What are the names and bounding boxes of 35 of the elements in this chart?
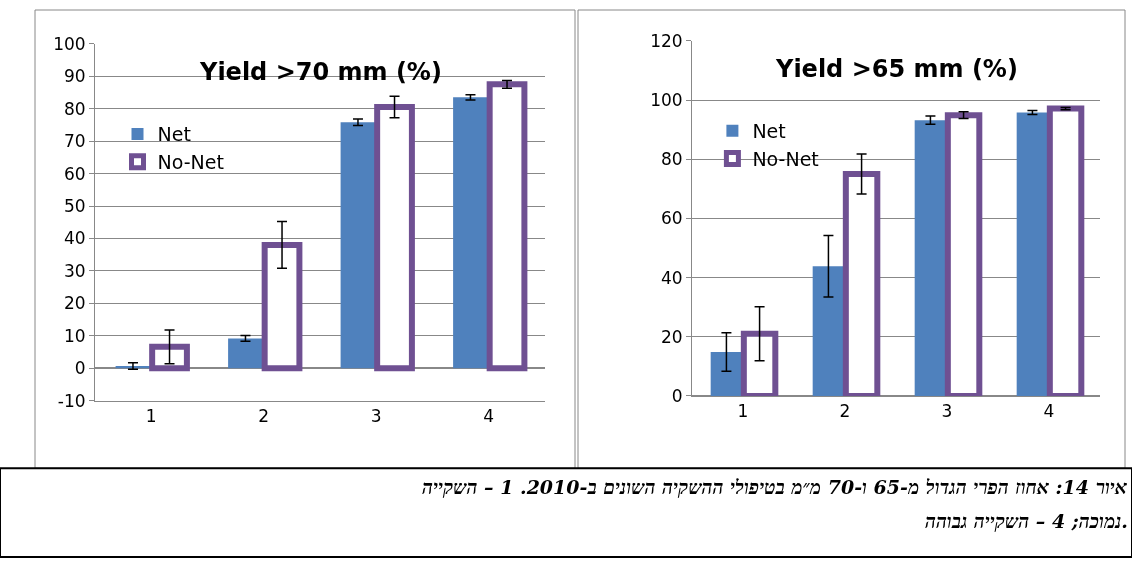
- y-tick-label: 20: [63, 293, 86, 314]
- y-tick-label: 40: [63, 228, 86, 249]
- y-tick-label: 70: [63, 131, 86, 152]
- y-tick-label: 0: [671, 385, 683, 406]
- y-tick-label: 90: [63, 66, 86, 87]
- x-tick-label: 2: [258, 406, 270, 427]
- y-tick-label: 20: [660, 326, 683, 347]
- y-tick-label: 120: [650, 30, 683, 51]
- x-tick-label: 3: [941, 401, 953, 422]
- y-tick-label: 100: [650, 89, 683, 110]
- legend-label: No-Net: [752, 147, 819, 170]
- x-tick-label: 4: [1043, 401, 1055, 422]
- y-tick-label: 100: [53, 33, 86, 54]
- x-tick-label: 1: [145, 406, 157, 427]
- text: Yield >70 mm (%): [199, 58, 442, 86]
- text: איור 14: אחוז הפרי הגדול מ-65 ו-70 מ״מ בטיפולי ההשקיה השונים ב-2010. 1 – השקייה: [422, 476, 1128, 498]
- legend-label: Net: [157, 123, 191, 146]
- y-tick-label: 0: [74, 358, 86, 379]
- y-tick-label: 40: [660, 267, 683, 288]
- y-tick-label: 80: [63, 98, 86, 119]
- y-tick-label: 60: [660, 208, 683, 229]
- legend-label: Net: [752, 120, 786, 143]
- x-tick-label: 1: [737, 401, 749, 422]
- y-tick-label: 10: [63, 325, 86, 346]
- legend-label: No-Net: [157, 151, 224, 174]
- y-tick-label: -10: [57, 390, 86, 411]
- x-tick-label: 3: [370, 406, 382, 427]
- text: נמוכה; 4 – השקייה גבוהה.: [925, 510, 1128, 532]
- y-tick-label: 60: [63, 163, 86, 184]
- y-tick-label: 80: [660, 149, 683, 170]
- x-tick-label: 4: [483, 406, 495, 427]
- text: Yield >65 mm (%): [775, 55, 1018, 83]
- y-tick-label: 50: [63, 195, 86, 216]
- y-tick-label: 30: [63, 260, 86, 281]
- x-tick-label: 2: [839, 401, 851, 422]
